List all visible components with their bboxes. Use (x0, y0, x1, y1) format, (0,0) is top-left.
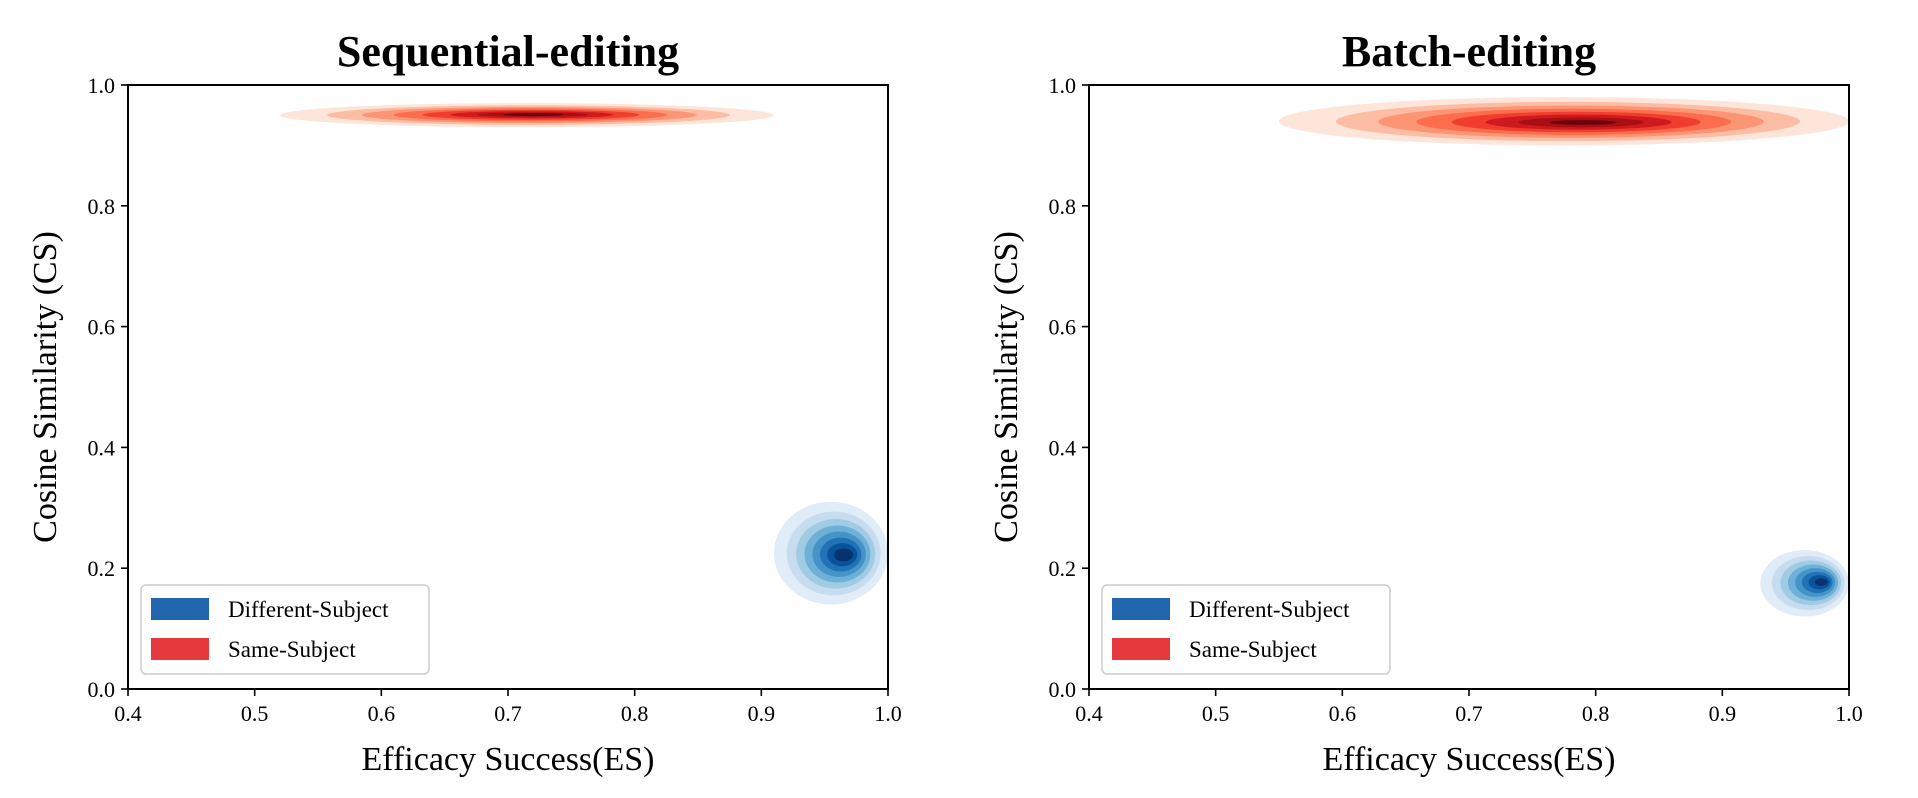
y-tick-label: 0.4 (88, 435, 116, 460)
x-tick-label: 1.0 (1835, 701, 1863, 726)
kde-same-subject (1279, 97, 1849, 146)
y-tick-label: 1.0 (88, 73, 116, 98)
legend-label-same-subject: Same-Subject (1189, 637, 1317, 662)
sequential-editing-panel: Sequential-editing 0.4 0.5 0.6 0.7 0.8 0.9 1.0… (27, 27, 902, 778)
legend-label-same-subject: Same-Subject (228, 637, 356, 662)
x-tick-label: 0.4 (1075, 701, 1103, 726)
y-tick-label: 0.4 (1049, 435, 1077, 460)
plot-area (1279, 97, 1849, 617)
kde-contour-level (834, 548, 854, 562)
legend-label-different-subject: Different-Subject (1189, 597, 1350, 622)
y-tick-label: 0.0 (88, 677, 116, 702)
kde-same-subject (280, 103, 774, 128)
legend-label-different-subject: Different-Subject (228, 597, 389, 622)
y-axis-ticks: 0.0 0.2 0.4 0.6 0.8 1.0 (88, 73, 128, 702)
x-tick-label: 0.6 (368, 701, 396, 726)
y-axis-label: Cosine Similarity (CS) (988, 231, 1025, 543)
x-axis-label: Efficacy Success(ES) (1323, 741, 1616, 778)
legend-swatch-different-subject (1112, 598, 1170, 620)
legend-frame (1101, 584, 1391, 675)
kde-contour-level (1814, 578, 1828, 586)
kde-different-subject (774, 501, 888, 605)
y-tick-label: 1.0 (1049, 73, 1077, 98)
legend: Different-Subject Same-Subject (1101, 584, 1391, 675)
y-tick-label: 0.6 (1049, 315, 1077, 340)
chart-title: Sequential-editing (337, 27, 679, 76)
y-tick-label: 0.8 (1049, 194, 1077, 219)
x-tick-label: 0.7 (494, 701, 522, 726)
x-tick-label: 0.8 (621, 701, 649, 726)
x-tick-label: 1.0 (874, 701, 902, 726)
legend-swatch-different-subject (151, 598, 209, 620)
x-tick-label: 0.6 (1329, 701, 1357, 726)
y-tick-label: 0.8 (88, 194, 116, 219)
chart-title: Batch-editing (1342, 27, 1596, 76)
legend-swatch-same-subject (1112, 638, 1170, 660)
x-tick-label: 0.7 (1455, 701, 1483, 726)
legend-frame (140, 584, 430, 675)
legend-swatch-same-subject (151, 638, 209, 660)
x-axis-ticks: 0.4 0.5 0.6 0.7 0.8 0.9 1.0 (114, 689, 902, 726)
x-tick-label: 0.4 (114, 701, 142, 726)
plot-area (280, 103, 888, 605)
x-tick-label: 0.9 (748, 701, 776, 726)
x-axis-label: Efficacy Success(ES) (362, 741, 655, 778)
x-tick-label: 0.8 (1582, 701, 1610, 726)
y-axis-label: Cosine Similarity (CS) (27, 231, 64, 543)
y-axis-ticks: 0.0 0.2 0.4 0.6 0.8 1.0 (1049, 73, 1089, 702)
y-tick-label: 0.2 (1049, 556, 1077, 581)
x-tick-label: 0.5 (1202, 701, 1230, 726)
kde-contour-level (503, 113, 564, 117)
x-tick-label: 0.9 (1709, 701, 1737, 726)
x-axis-ticks: 0.4 0.5 0.6 0.7 0.8 0.9 1.0 (1075, 689, 1863, 726)
kde-contour-level (1549, 120, 1617, 125)
legend: Different-Subject Same-Subject (140, 584, 430, 675)
y-tick-label: 0.6 (88, 315, 116, 340)
y-tick-label: 0.2 (88, 556, 116, 581)
x-tick-label: 0.5 (241, 701, 269, 726)
kde-different-subject (1760, 550, 1849, 617)
y-tick-label: 0.0 (1049, 677, 1077, 702)
batch-editing-panel: Batch-editing 0.4 0.5 0.6 0.7 0.8 0.9 1.0 0.00… (988, 27, 1863, 778)
